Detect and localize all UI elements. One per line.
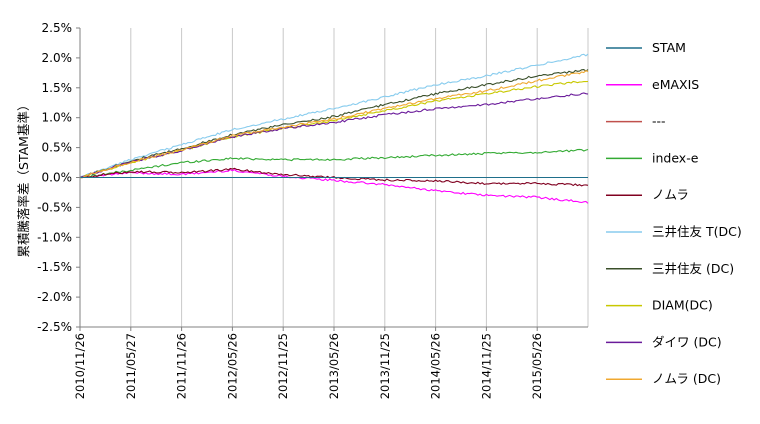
series-line	[79, 167, 589, 187]
y-tick-label: -2.5%	[37, 320, 72, 334]
legend-label: DIAM(DC)	[652, 298, 713, 313]
x-axis-ticks: 2010/11/26 2011/05/27 2011/11/26 2012/05/26…	[73, 327, 544, 399]
x-tick-label: 2015/05/26	[530, 333, 544, 399]
series-line	[79, 69, 589, 179]
legend-label: ---	[652, 114, 666, 129]
legend-label: ノムラ	[652, 187, 689, 202]
y-tick-label: -0.5%	[37, 200, 72, 214]
legend-label: ダイワ (DC)	[652, 334, 722, 349]
series-lines	[79, 53, 589, 204]
legend-label: index-e	[652, 150, 699, 165]
y-tick-label: -2.0%	[37, 290, 72, 304]
legend-label: STAM	[652, 40, 686, 55]
y-tick-label: -1.0%	[37, 230, 72, 244]
series-line	[79, 168, 589, 204]
y-tick-label: 2.0%	[42, 51, 73, 65]
y-axis-ticks: 2.5% 2.0% 1.5% 1.0% 0.5% 0.0% -0.5% -1.0% -1.5% -…	[37, 21, 80, 334]
x-tick-label: 2014/11/25	[479, 333, 493, 399]
y-tick-label: 1.0%	[42, 111, 73, 125]
y-tick-label: 2.5%	[42, 21, 73, 35]
x-tick-label: 2014/05/26	[429, 333, 443, 399]
x-tick-label: 2012/05/26	[225, 333, 239, 399]
x-tick-label: 2010/11/26	[73, 333, 87, 399]
series-line	[79, 53, 589, 178]
legend-label: 三井住友 (DC)	[652, 261, 734, 276]
x-tick-label: 2011/05/27	[124, 333, 138, 399]
y-tick-label: 0.0%	[42, 171, 73, 185]
series-line	[79, 69, 589, 179]
x-tick-label: 2012/11/25	[276, 333, 290, 399]
legend-label: ノムラ (DC)	[652, 371, 721, 386]
y-axis-label: 累積騰落率差（STAM基準）	[16, 99, 31, 258]
y-tick-label: 0.5%	[42, 141, 73, 155]
legend-label: 三井住友 T(DC)	[652, 224, 742, 239]
y-tick-label: 1.5%	[42, 81, 73, 95]
legend-label: eMAXIS	[652, 77, 699, 92]
series-line	[79, 148, 589, 179]
y-tick-label: -1.5%	[37, 260, 72, 274]
x-tick-label: 2013/05/26	[327, 333, 341, 399]
x-tick-label: 2011/11/26	[175, 333, 189, 399]
x-tick-label: 2013/11/25	[378, 333, 392, 399]
